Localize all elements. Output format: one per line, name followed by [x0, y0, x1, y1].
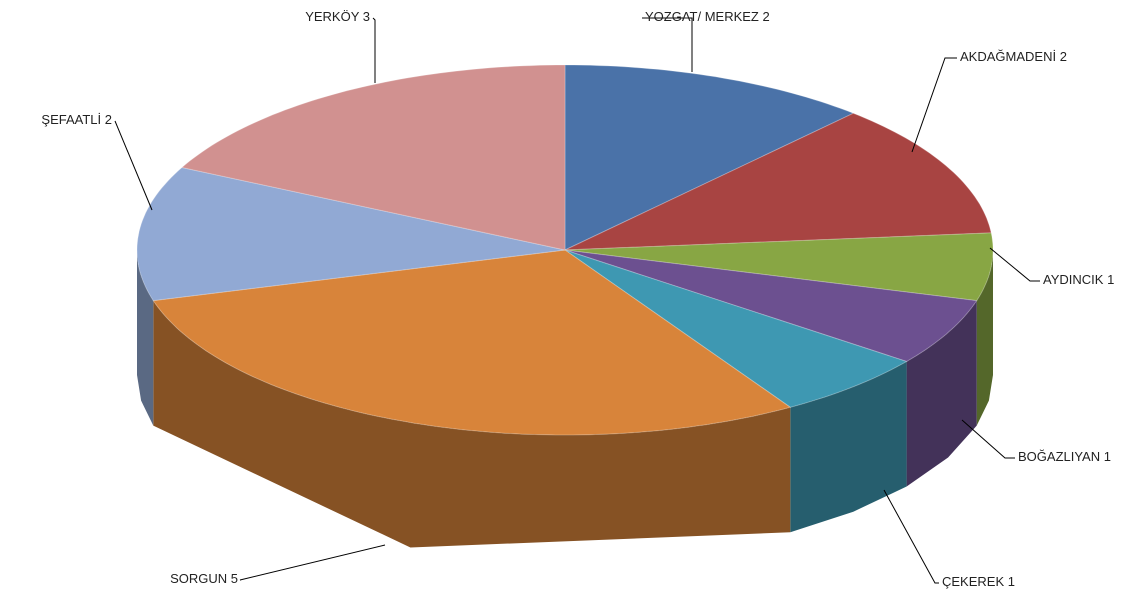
leader-line: [372, 17, 376, 83]
label-name: AKDAĞMADENİ: [960, 49, 1056, 64]
leader-line: [642, 17, 693, 72]
data-label: YERKÖY 3: [305, 9, 370, 24]
pie-side: [137, 250, 154, 426]
label-value: 2: [1060, 49, 1067, 64]
pie-slice: [136, 166, 566, 302]
label-value: 2: [105, 112, 112, 127]
data-label: AKDAĞMADENİ 2: [960, 49, 1067, 64]
pie-slice: [180, 64, 566, 251]
data-label: SORGUN 5: [170, 571, 238, 586]
label-value: 1: [1008, 574, 1015, 589]
leader-line: [989, 247, 1040, 282]
label-value: 2: [763, 9, 770, 24]
label-value: 3: [363, 9, 370, 24]
pie-slice: [564, 64, 855, 251]
pie-side: [906, 300, 977, 487]
pie-slice: [564, 249, 978, 363]
label-name: AYDINCIK: [1043, 272, 1104, 287]
leader-line: [961, 419, 1015, 459]
label-value: 5: [231, 571, 238, 586]
pie-slice: [152, 249, 792, 436]
data-label: BOĞAZLIYAN 1: [1018, 449, 1111, 464]
pie-side: [153, 300, 791, 548]
pie-slice: [564, 249, 908, 408]
label-name: ŞEFAATLİ: [41, 112, 101, 127]
leader-line: [911, 57, 957, 153]
data-label: AYDINCIK 1: [1043, 272, 1114, 287]
label-name: YOZGAT/ MERKEZ: [645, 9, 759, 24]
pie-slice: [564, 232, 994, 302]
label-value: 1: [1104, 449, 1111, 464]
label-name: BOĞAZLIYAN: [1018, 449, 1100, 464]
pie-side: [790, 361, 907, 533]
data-label: ÇEKEREK 1: [942, 574, 1015, 589]
leader-line: [114, 120, 153, 211]
label-name: SORGUN: [170, 571, 227, 586]
pie-slice: [564, 112, 992, 251]
label-name: ÇEKEREK: [942, 574, 1004, 589]
data-label: YOZGAT/ MERKEZ 2: [645, 9, 770, 24]
data-label: ŞEFAATLİ 2: [41, 112, 112, 127]
label-value: 1: [1107, 272, 1114, 287]
label-name: YERKÖY: [305, 9, 360, 24]
leader-line: [883, 489, 939, 584]
leader-line: [239, 544, 386, 581]
